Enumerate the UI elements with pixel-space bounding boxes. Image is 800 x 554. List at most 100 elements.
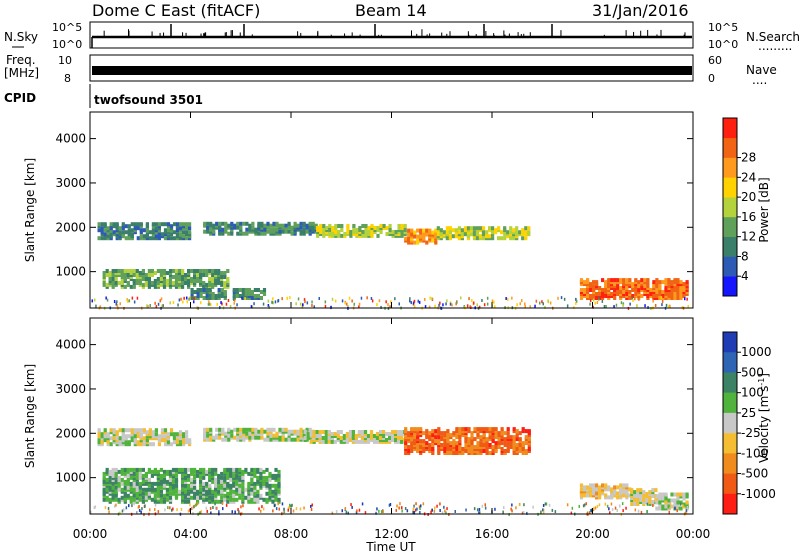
echo-region (190, 288, 267, 300)
noise-spikes (91, 24, 686, 48)
colorbar-tick-label: -100 (741, 446, 768, 460)
nsearch-label: N.Search (746, 30, 800, 44)
colorbar-tick-label: 16 (741, 210, 756, 224)
colorbar-segment (723, 137, 737, 158)
time-axis: 00:00 04:00 08:00 12:00 16:00 20:00 00:00 (73, 112, 711, 541)
xtick-label: 00:00 (676, 527, 711, 541)
colorbar-tick-label: 25 (741, 406, 756, 420)
noise-tick-left-bottom: 10^0 (52, 38, 82, 51)
ytick-label: 3000 (55, 176, 86, 190)
velocity-echoes (90, 427, 689, 517)
xtick-label: 04:00 (173, 527, 208, 541)
echo-region (316, 224, 407, 238)
nave-tick-top: 60 (708, 54, 722, 67)
ytick-label: 4000 (55, 338, 86, 352)
colorbar-segment (723, 412, 737, 434)
nave-label: Nave (746, 63, 777, 77)
colorbar-tick-label: 500 (741, 365, 764, 379)
freq-tick-top: 10 (58, 54, 72, 67)
xtick-label: 08:00 (274, 527, 309, 541)
colorbar-segment (723, 216, 737, 237)
echo-region (579, 483, 632, 500)
station-title: Dome C East (fitACF) (92, 1, 260, 20)
ytick-label: 2000 (55, 220, 86, 234)
echo-region (655, 492, 689, 511)
nsearch-dots: ......... (758, 39, 792, 53)
time-axis-label: Time UT (365, 540, 416, 554)
colorbar-tick-label: -1000 (741, 487, 776, 501)
noise-tick-left-top: 10^5 (52, 21, 82, 34)
colorbar-tick-label: 24 (741, 170, 756, 184)
colorbar-tick-label: 4 (741, 269, 749, 283)
power-colorbar-label: Power [dB] (757, 177, 771, 242)
power-echoes (91, 221, 689, 311)
ytick-label: 4000 (55, 132, 86, 146)
echo-region (203, 427, 318, 442)
nsky-label: N.Sky (4, 30, 38, 44)
echo-region (203, 221, 318, 236)
echo-region (404, 427, 531, 455)
echo-region (97, 222, 192, 241)
colorbar-segment (723, 352, 737, 373)
colorbar-segment (723, 473, 737, 495)
echo-region (436, 226, 531, 241)
nave-tick-bottom: 0 (708, 72, 715, 85)
velocity-colorbar: 1000 500 100 25 -25 -100 -500 -1000 (722, 331, 776, 515)
colorbar-tick-label: 8 (741, 249, 749, 263)
colorbar-tick-label: 1000 (741, 345, 772, 359)
cpid-value: twofsound 3501 (94, 93, 203, 107)
power-ylabel: Slant Range [km] (23, 158, 37, 262)
colorbar-segment (723, 177, 737, 198)
colorbar-segment (723, 197, 737, 218)
power-colorbar: 4 8 12 16 20 24 28 (722, 117, 756, 297)
near-range-scatter (90, 502, 689, 517)
noise-panel: 10^5 10^0 10^5 10^0 N.Sky N.Search .....… (4, 21, 800, 53)
colorbar-segment (723, 392, 737, 414)
colorbar-segment (723, 493, 737, 515)
ytick-label: 2000 (55, 426, 86, 440)
colorbar-tick-label: 20 (741, 190, 756, 204)
ytick-label: 1000 (55, 471, 86, 485)
beam-title: Beam 14 (355, 1, 427, 20)
date-title: 31/Jan/2016 (592, 1, 689, 20)
xtick-label: 20:00 (575, 527, 610, 541)
echo-region (102, 269, 230, 289)
freq-unit: [MHz] (4, 66, 39, 80)
freq-nave-panel: 10 8 60 0 Freq. [MHz] Nave .... (4, 53, 777, 87)
colorbar-tick-label: -25 (741, 426, 761, 440)
colorbar-segment (723, 118, 737, 139)
colorbar-tick-label: -500 (741, 467, 768, 481)
colorbar-segment (723, 256, 737, 277)
colorbar-segment (723, 372, 737, 393)
colorbar-segment (723, 157, 737, 178)
cpid-label: CPID (4, 91, 36, 105)
echo-region (303, 430, 407, 444)
echo-region (97, 428, 192, 447)
xtick-label: 00:00 (73, 527, 108, 541)
power-panel: 1000 2000 3000 4000 Slant Range [km] (23, 111, 694, 311)
ytick-label: 1000 (55, 265, 86, 279)
colorbar-tick-label: 28 (741, 151, 756, 165)
colorbar-segment (723, 236, 737, 257)
colorbar-tick-label: 100 (741, 386, 764, 400)
colorbar-segment (723, 276, 737, 297)
velocity-colorbar-label: Velocity [m s-1] (757, 373, 771, 463)
freq-label: Freq. (6, 53, 36, 67)
noise-tick-right-top: 10^5 (708, 21, 738, 34)
ytick-label: 3000 (55, 382, 86, 396)
echo-region (579, 278, 689, 300)
freq-tick-bottom: 8 (64, 72, 71, 85)
echo-region (404, 228, 438, 245)
noise-tick-right-bottom: 10^0 (708, 38, 738, 51)
colorbar-tick-label: 12 (741, 230, 756, 244)
near-range-scatter (91, 296, 689, 311)
colorbar-segment (723, 332, 737, 353)
nave-dots: .... (752, 73, 767, 87)
echo-region (630, 488, 658, 506)
colorbar-segment (723, 453, 737, 474)
velocity-ylabel: Slant Range [km] (23, 364, 37, 468)
xtick-label: 12:00 (374, 527, 409, 541)
xtick-label: 16:00 (475, 527, 510, 541)
colorbar-segment (723, 433, 737, 454)
